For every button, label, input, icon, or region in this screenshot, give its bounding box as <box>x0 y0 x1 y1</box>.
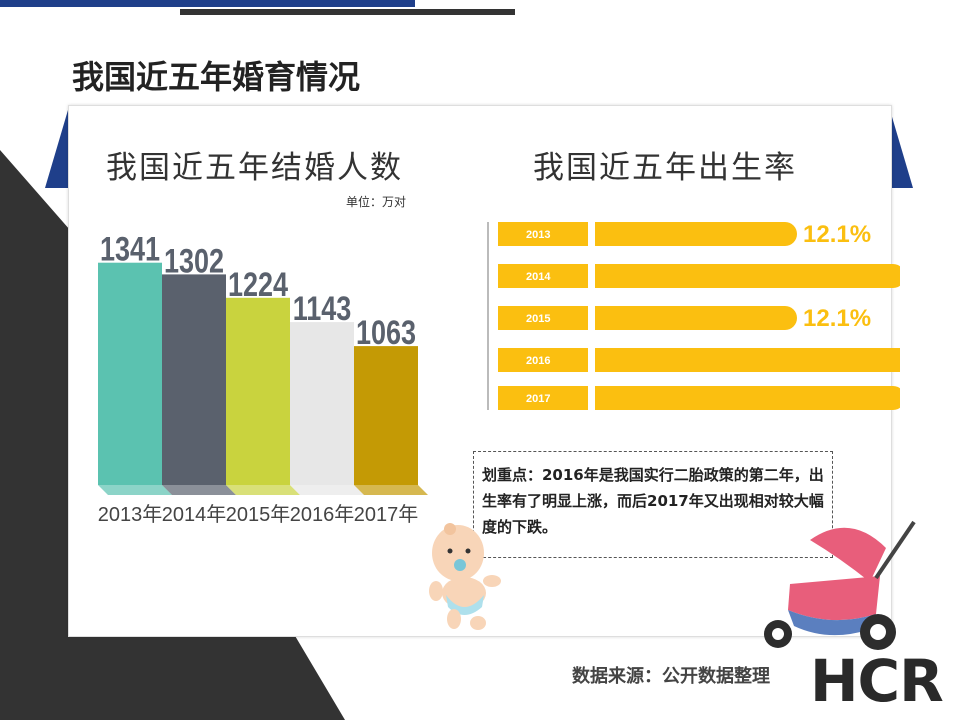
rate-bar <box>595 348 900 372</box>
hcr-logo: HCR <box>810 647 944 715</box>
rate-year-label: 2015 <box>526 313 550 325</box>
marriage-bar-base <box>290 485 364 495</box>
rate-bar <box>595 222 797 246</box>
marriage-year-label: 2013年 <box>98 503 163 526</box>
rate-year-tag <box>498 264 588 288</box>
top-accent-bar-dark <box>180 9 515 15</box>
top-accent-bar-blue <box>0 0 415 7</box>
rate-value-label: 12.1% <box>803 305 871 332</box>
marriage-bar <box>98 262 162 485</box>
rate-year-label: 2017 <box>526 393 550 405</box>
marriage-value-label: 1302 <box>164 241 224 280</box>
marriage-bar-base <box>98 485 172 495</box>
marriage-value-label: 1063 <box>356 313 416 352</box>
birth-rate-chart: 201312.1%201412.4%201512.1%201612.9%2017… <box>487 221 900 410</box>
rate-year-tag <box>498 348 588 372</box>
data-source: 数据来源：公开数据整理 <box>572 666 770 687</box>
marriage-chart-title: 我国近五年结婚人数 <box>106 150 403 186</box>
key-point-note: 划重点：2016年是我国实行二胎政策的第二年，出生率有了明显上涨，而后2017年… <box>473 451 833 558</box>
marriage-year-label: 2016年 <box>290 503 355 526</box>
rate-bar-cap <box>595 306 609 330</box>
rate-year-tag <box>498 386 588 410</box>
rate-year-tag <box>498 306 588 330</box>
marriage-bar-base <box>162 485 236 495</box>
rate-year-tag <box>498 222 588 246</box>
marriage-year-label: 2014年 <box>162 503 227 526</box>
rate-bar <box>595 264 900 288</box>
unit-label: 单位：万对 <box>346 195 407 209</box>
left-blue-wedge <box>45 110 68 188</box>
rate-bar <box>595 386 900 410</box>
rate-bar-cap <box>595 386 609 410</box>
rate-bar-cap <box>595 264 609 288</box>
marriage-value-label: 1143 <box>293 289 352 328</box>
baby-illustration <box>429 523 501 630</box>
marriage-year-label: 2017年 <box>354 503 419 526</box>
marriage-bar <box>354 346 418 485</box>
marriage-value-label: 1224 <box>228 265 289 304</box>
marriage-bar <box>290 322 354 485</box>
rate-year-label: 2016 <box>526 355 550 367</box>
page-title: 我国近五年婚育情况 <box>72 58 361 96</box>
marriage-year-label: 2015年 <box>226 503 291 526</box>
rate-bar-cap <box>595 348 609 372</box>
stroller-illustration <box>764 520 916 650</box>
marriage-bar <box>162 274 226 485</box>
right-blue-wedge <box>890 110 913 188</box>
marriage-value-label: 1341 <box>100 230 160 269</box>
rate-bar <box>595 306 797 330</box>
marriage-bar-base <box>226 485 300 495</box>
rate-value-label: 12.1% <box>803 221 871 248</box>
rate-bar-cap <box>595 222 609 246</box>
marriage-bar <box>226 297 290 485</box>
marriage-bar-chart: 1341 2013年 1302 2014年 1224 2015年 1143 2016年 1063… <box>98 230 428 526</box>
marriage-bar-base <box>354 485 428 495</box>
rate-year-label: 2013 <box>526 229 550 241</box>
rate-year-label: 2014 <box>526 271 551 283</box>
birth-chart-title: 我国近五年出生率 <box>533 150 797 186</box>
